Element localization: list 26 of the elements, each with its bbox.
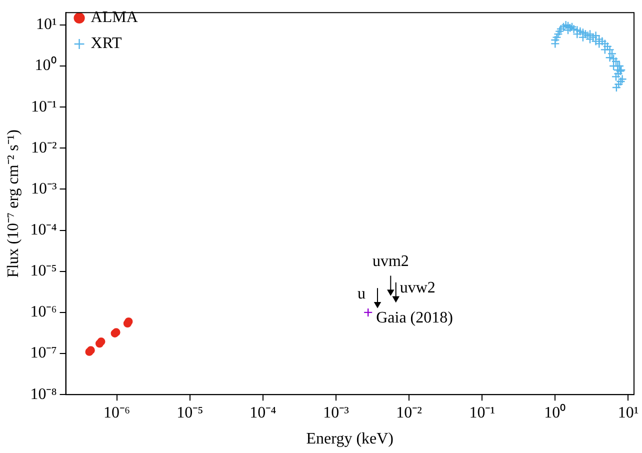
annotation: uvw2 — [400, 280, 436, 297]
y-tick-label: 10⁻⁶ — [30, 304, 57, 321]
y-tick-label: 10¹ — [36, 16, 57, 34]
y-tick-label: 10⁻⁴ — [30, 222, 58, 239]
y-tick-label: 10⁻¹ — [30, 98, 57, 116]
legend-label: XRT — [90, 35, 122, 52]
y-tick-label: 10⁻⁸ — [30, 386, 57, 403]
y-tick-label: 10⁻⁵ — [30, 262, 57, 280]
x-axis-title: Energy (keV) — [306, 430, 394, 448]
annotation: Gaia (2018) — [376, 310, 453, 327]
y-tick-label: 10⁻⁷ — [30, 344, 57, 362]
y-tick-label: 10⁰ — [34, 56, 57, 74]
annotation: u — [358, 285, 366, 302]
x-tick-label: 10⁻⁴ — [250, 404, 277, 422]
x-tick-label: 10⁻⁶ — [104, 404, 130, 422]
legend-label: ALMA — [90, 9, 138, 26]
x-tick-label: 10¹ — [618, 404, 639, 422]
y-tick-label: 10⁻³ — [30, 180, 57, 198]
x-tick-label: 10⁻² — [396, 404, 422, 422]
x-tick-label: 10⁻⁵ — [176, 404, 204, 422]
y-axis-title: Flux (10⁻⁷ erg cm⁻² s⁻¹) — [4, 130, 22, 278]
x-tick-label: 10⁰ — [544, 403, 566, 422]
y-tick-label: 10⁻² — [30, 139, 57, 156]
x-tick-label: 10⁻¹ — [469, 404, 496, 422]
x-tick-label: 10⁻³ — [323, 404, 350, 422]
annotation: uvm2 — [372, 252, 409, 270]
